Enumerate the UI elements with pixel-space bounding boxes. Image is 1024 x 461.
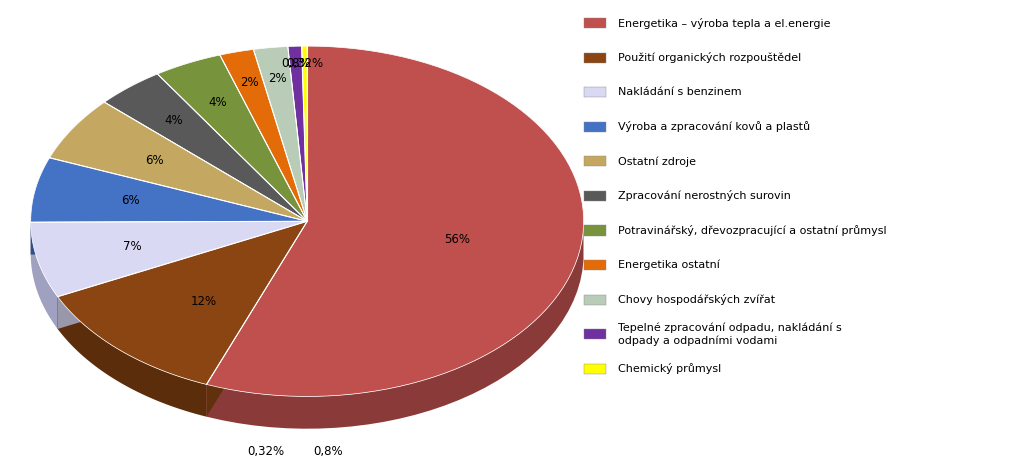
Polygon shape bbox=[31, 158, 307, 222]
Polygon shape bbox=[31, 221, 307, 254]
Bar bbox=[584, 295, 606, 305]
Polygon shape bbox=[104, 74, 307, 221]
Text: Výroba a zpracování kovů a plastů: Výroba a zpracování kovů a plastů bbox=[618, 121, 811, 132]
Polygon shape bbox=[49, 102, 307, 221]
Text: 2%: 2% bbox=[268, 72, 287, 85]
Polygon shape bbox=[220, 49, 307, 221]
Polygon shape bbox=[158, 55, 307, 221]
Polygon shape bbox=[302, 46, 307, 221]
Text: 56%: 56% bbox=[443, 233, 470, 246]
Text: 12%: 12% bbox=[190, 295, 217, 308]
Bar bbox=[584, 225, 606, 236]
Polygon shape bbox=[207, 221, 307, 417]
Bar bbox=[584, 122, 606, 132]
Text: Chovy hospodářských zvířat: Chovy hospodářských zvířat bbox=[618, 294, 775, 305]
Text: Energetika – výroba tepla a el.energie: Energetika – výroba tepla a el.energie bbox=[618, 18, 831, 29]
Polygon shape bbox=[207, 46, 584, 396]
Bar bbox=[584, 260, 606, 270]
Bar bbox=[584, 53, 606, 63]
Text: 0,8%: 0,8% bbox=[282, 57, 310, 70]
Polygon shape bbox=[57, 297, 207, 417]
Bar bbox=[584, 87, 606, 97]
Polygon shape bbox=[288, 46, 307, 221]
Text: 0,8%: 0,8% bbox=[313, 445, 342, 458]
Text: 4%: 4% bbox=[208, 96, 227, 109]
Text: 0,32%: 0,32% bbox=[248, 445, 285, 458]
Polygon shape bbox=[207, 228, 584, 429]
Polygon shape bbox=[57, 221, 307, 329]
Text: 7%: 7% bbox=[123, 240, 141, 253]
Text: Energetika ostatní: Energetika ostatní bbox=[618, 260, 720, 270]
Text: 4%: 4% bbox=[165, 114, 183, 127]
Text: Ostatní zdroje: Ostatní zdroje bbox=[618, 156, 696, 166]
Text: 6%: 6% bbox=[121, 194, 140, 207]
Text: Tepelné zpracování odpadu, nakládání s
odpady a odpadními vodami: Tepelné zpracování odpadu, nakládání s o… bbox=[618, 323, 843, 346]
Text: 0,32%: 0,32% bbox=[286, 57, 324, 70]
Polygon shape bbox=[31, 221, 307, 254]
Polygon shape bbox=[253, 47, 307, 221]
Polygon shape bbox=[207, 221, 307, 417]
Bar bbox=[584, 18, 606, 28]
Polygon shape bbox=[31, 222, 57, 329]
Text: Chemický průmysl: Chemický průmysl bbox=[618, 363, 722, 374]
Text: Nakládání s benzinem: Nakládání s benzinem bbox=[618, 87, 742, 97]
Text: Zpracování nerostných surovin: Zpracování nerostných surovin bbox=[618, 190, 792, 201]
Bar bbox=[584, 156, 606, 166]
Bar bbox=[584, 191, 606, 201]
Text: Potravinářský, dřevozpracující a ostatní průmysl: Potravinářský, dřevozpracující a ostatní… bbox=[618, 225, 887, 236]
Text: 2%: 2% bbox=[240, 76, 258, 89]
Bar bbox=[584, 329, 606, 339]
Bar bbox=[584, 364, 606, 374]
Text: Použití organických rozpouštědel: Použití organických rozpouštědel bbox=[618, 52, 802, 63]
Polygon shape bbox=[57, 221, 307, 384]
Polygon shape bbox=[31, 221, 307, 297]
Polygon shape bbox=[57, 221, 307, 329]
Text: 6%: 6% bbox=[145, 154, 164, 167]
